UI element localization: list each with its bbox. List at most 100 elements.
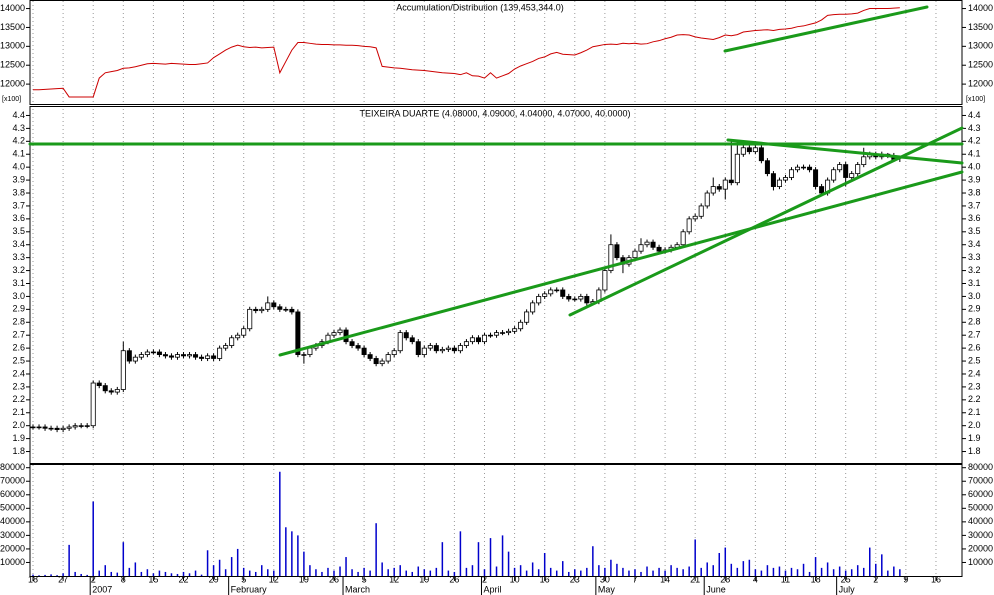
x-tick-label: 23 — [570, 574, 580, 584]
volume-bar — [279, 471, 281, 576]
y-tick-label: 2.7 — [12, 330, 25, 340]
volume-bar — [531, 562, 534, 576]
y-tick-label: 4.1 — [12, 149, 25, 159]
volume-bar — [38, 575, 40, 576]
candle-body — [90, 382, 96, 427]
volume-bar — [56, 575, 58, 576]
y-tick-label: 3.8 — [12, 187, 25, 197]
x-tick-label: 2 — [482, 574, 487, 584]
y-tick-label: 3.2 — [12, 265, 25, 275]
y-tick-label: 2.8 — [968, 317, 981, 327]
volume-bar — [507, 551, 510, 576]
x-tick-label: 12 — [269, 574, 279, 584]
y-tick-label: 3.7 — [12, 200, 25, 210]
volume-bar — [736, 567, 739, 576]
candle-body — [415, 341, 421, 355]
volume-bar — [381, 562, 383, 576]
candle-body — [578, 296, 584, 300]
y-tick-label: 80000 — [968, 462, 993, 472]
volume-bar — [862, 567, 865, 576]
volume-bar — [351, 569, 353, 576]
candle-body — [385, 354, 391, 362]
volume-bar — [700, 567, 702, 576]
x-tick-label: 30 — [600, 574, 610, 584]
candle-body — [716, 186, 722, 190]
candle-body — [849, 173, 855, 178]
volume-bar — [814, 557, 817, 576]
candle-body — [66, 426, 72, 429]
volume-bar — [116, 572, 119, 576]
month-label: April — [483, 584, 501, 594]
volume-bar — [694, 539, 696, 576]
volume-bar — [646, 566, 648, 576]
volume-bar — [766, 565, 769, 576]
volume-bar — [652, 570, 654, 576]
y-tick-label: 3.1 — [968, 278, 981, 288]
volume-bar — [339, 566, 341, 576]
y-tick-label: 2.2 — [12, 394, 25, 404]
volume-bar — [784, 570, 787, 576]
candle-body — [30, 426, 36, 429]
volume-bar — [790, 567, 793, 576]
volume-bar — [838, 566, 841, 576]
volume-bar — [501, 535, 504, 576]
volume-bar — [206, 550, 209, 576]
y-tick-label: 3.4 — [12, 239, 25, 249]
month-label: June — [706, 584, 726, 594]
y-tick-label: 10000 — [0, 557, 25, 567]
volume-bar — [297, 535, 299, 576]
candle-body — [764, 160, 770, 175]
x-tick-label: 28 — [720, 574, 730, 584]
volume-bar — [92, 501, 94, 576]
volume-bar — [453, 571, 456, 576]
volume-bar — [610, 559, 612, 576]
candle-body — [494, 332, 500, 336]
candle-body — [379, 360, 385, 365]
candle-body — [536, 296, 542, 304]
y-tick-label: 2.6 — [968, 343, 981, 353]
volume-bar — [592, 546, 594, 576]
volume-bar — [820, 567, 823, 576]
candle-body — [247, 308, 253, 330]
y-tick-label: 4.1 — [968, 149, 981, 159]
candle-body — [488, 334, 494, 337]
candle-body — [807, 166, 813, 171]
candle-body — [361, 347, 367, 355]
volume-bar — [844, 570, 847, 576]
volume-bar — [802, 563, 805, 576]
volume-bar — [778, 566, 781, 576]
volume-bar — [176, 573, 179, 576]
candle-body — [427, 345, 433, 349]
candle-body — [861, 156, 867, 165]
candle-body — [560, 289, 566, 297]
x-tick-label: 5 — [241, 574, 246, 584]
volume-bar — [230, 557, 233, 576]
volume-bar — [387, 569, 389, 576]
volume-bar — [399, 565, 401, 576]
candle-body — [391, 350, 397, 355]
volume-bar — [333, 570, 335, 576]
candle-body — [819, 186, 825, 194]
candle-body — [554, 289, 560, 292]
volume-bar — [580, 570, 582, 576]
trendline — [278, 170, 964, 357]
scale-note: [x100] — [2, 96, 21, 103]
candle-body — [770, 173, 776, 187]
volume-bar — [471, 565, 474, 576]
y-tick-label: 80000 — [0, 462, 25, 472]
y-tick-label: 4.0 — [12, 162, 25, 172]
candle-body — [409, 337, 415, 343]
candle-body — [355, 345, 361, 349]
volume-bar — [772, 567, 775, 576]
candle-body — [837, 164, 843, 171]
ad-panel-frame — [29, 0, 963, 105]
volume-bar — [850, 569, 853, 576]
trendline — [723, 5, 929, 53]
volume-bar — [586, 567, 588, 576]
volume-bar — [477, 542, 480, 576]
volume-bar — [212, 565, 215, 576]
y-tick-label: 3.8 — [968, 187, 981, 197]
volume-bar — [760, 570, 763, 576]
volume-bar — [513, 567, 516, 576]
candle-body — [788, 169, 795, 178]
